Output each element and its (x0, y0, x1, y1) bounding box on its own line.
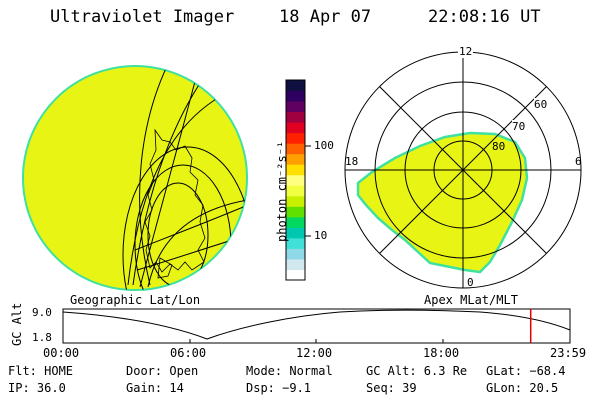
colorbar-cell (286, 174, 305, 186)
colorbar-cell (286, 122, 305, 134)
geo-grid-line (122, 146, 247, 290)
polar-caption: Apex MLat/MLT (424, 293, 518, 307)
colorbar-cell (286, 101, 305, 113)
status-door: Door: Open (126, 364, 199, 378)
colorbar-cell (286, 80, 305, 92)
altitude-x-tick: 18:00 (423, 346, 460, 360)
colorbar-cell (286, 164, 305, 176)
colorbar-cell (286, 206, 305, 218)
colorbar-cell (286, 111, 305, 123)
coastline (157, 257, 173, 279)
altitude-x-tick: 12:00 (296, 346, 333, 360)
mlt-line-diag-b (379, 86, 547, 254)
polar-label-mlat-80: 80 (492, 140, 506, 153)
coastline (144, 128, 206, 273)
status-gc-alt: GC Alt: 6.3 Re (366, 364, 468, 378)
colorbar-cell (286, 90, 305, 102)
colorbar-cell (286, 269, 305, 281)
colorbar-cell (286, 216, 305, 228)
colorbar-cell (286, 248, 305, 260)
colorbar-unit-label: photon cm⁻²s⁻¹ (275, 140, 289, 242)
auroral-oval-image (356, 131, 529, 274)
colorbar-cell (286, 132, 305, 144)
date-label: 18 Apr 07 (279, 7, 372, 27)
colorbar-cell (286, 185, 305, 197)
status-glon: GLon: 20.5 (486, 381, 559, 395)
colorbar-tick-10: 10 (314, 229, 328, 242)
time-label: 22:08:16 UT (428, 7, 541, 27)
status-seq: Seq: 39 (366, 381, 417, 395)
altitude-y-top: 9.0 (32, 306, 52, 319)
altitude-x-tick: 23:59 (550, 346, 587, 360)
status-gain: Gain: 14 (126, 381, 184, 395)
status-glat: GLat: −68.4 (486, 364, 566, 378)
colorbar-cell (286, 258, 305, 270)
geo-grid-line (139, 66, 171, 286)
status-mode: Mode: Normal (246, 364, 333, 378)
polar-label-mlt-6: 6 (575, 155, 582, 168)
geo-grid-line (134, 204, 247, 251)
status-filter: Flt: HOME (8, 364, 74, 378)
polar-label-mlt-0: 0 (467, 276, 474, 289)
colorbar-cell (286, 143, 305, 155)
instrument-title: Ultraviolet Imager (50, 7, 235, 27)
geo-grid-line (147, 199, 247, 288)
colorbar-cell (286, 153, 305, 165)
geographic-caption: Geographic Lat/Lon (70, 293, 201, 307)
geographic-image (22, 65, 248, 291)
altitude-curve (62, 309, 571, 340)
status-dsp: Dsp: −9.1 (246, 381, 312, 395)
polar-label-mlat-60: 60 (534, 98, 548, 111)
altitude-y-bottom: 1.8 (32, 331, 52, 344)
polar-label-mlt-18: 18 (345, 155, 359, 168)
colorbar-cell (286, 237, 305, 249)
polar-label-mlat-70: 70 (512, 120, 526, 133)
altitude-x-tick: 00:00 (43, 346, 80, 360)
colorbar-cell (286, 227, 305, 239)
status-ip: IP: 36.0 (8, 381, 66, 395)
colorbar-cell (286, 195, 305, 207)
altitude-ylabel: GC Alt (10, 302, 24, 346)
polar-label-mlt-12: 12 (458, 45, 474, 58)
polar-plot (344, 51, 582, 289)
colorbar (285, 79, 311, 281)
altitude-plot (62, 308, 571, 344)
altitude-x-tick: 06:00 (170, 346, 207, 360)
colorbar-tick-100: 100 (314, 139, 334, 152)
